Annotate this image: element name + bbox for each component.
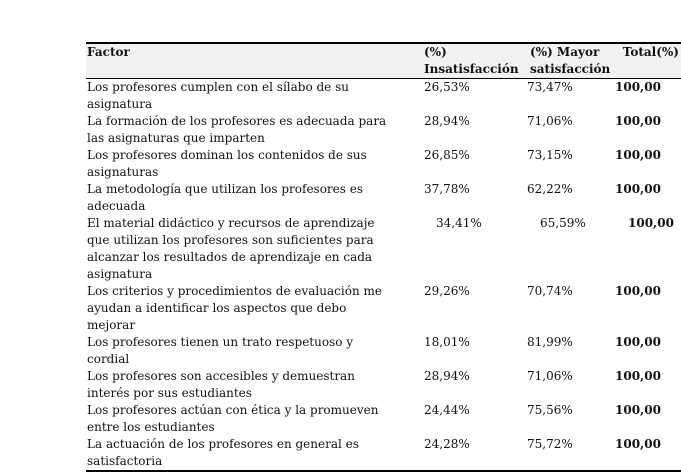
factor-cell: El material didáctico y recursos de apre… <box>87 216 375 281</box>
insatisfaccion-cell: 24,28% <box>424 437 470 451</box>
insatisfaccion-cell: 34,41% <box>436 216 482 230</box>
mayor-satisfaccion-cell: 75,72% <box>527 437 573 451</box>
table-row: Los profesores dominan los contenidos de… <box>86 147 681 181</box>
factors-table: Factor (%) Insatisfacción (%) Mayor sati… <box>86 42 681 472</box>
factor-cell: La actuación de los profesores en genera… <box>87 437 359 468</box>
table-row: El material didáctico y recursos de apre… <box>86 215 681 283</box>
mayor-satisfaccion-cell: 70,74% <box>527 284 573 298</box>
table-row: La metodología que utilizan los profesor… <box>86 181 681 215</box>
col-header-total: Total(%) <box>615 43 681 79</box>
factor-cell: Los profesores cumplen con el sílabo de … <box>87 80 349 111</box>
table-row: Los profesores son accesibles y demuestr… <box>86 368 681 402</box>
mayor-satisfaccion-cell: 73,47% <box>527 80 573 94</box>
mayor-satisfaccion-cell: 65,59% <box>540 216 586 230</box>
table-row: Los profesores cumplen con el sílabo de … <box>86 79 681 114</box>
insatisfaccion-cell: 26,85% <box>424 148 470 162</box>
insatisfaccion-cell: 24,44% <box>424 403 470 417</box>
col-header-insatisfaccion: (%) Insatisfacción <box>423 43 527 79</box>
total-cell: 100,00 <box>615 335 661 349</box>
total-cell: 100,00 <box>615 80 661 94</box>
insatisfaccion-cell: 28,94% <box>424 369 470 383</box>
factor-cell: La metodología que utilizan los profesor… <box>87 182 364 213</box>
total-cell: 100,00 <box>615 182 661 196</box>
total-cell: 100,00 <box>615 403 661 417</box>
total-cell: 100,00 <box>615 114 661 128</box>
header-row: Factor (%) Insatisfacción (%) Mayor sati… <box>86 43 681 79</box>
insatisfaccion-cell: 29,26% <box>424 284 470 298</box>
table-row: La formación de los profesores es adecua… <box>86 113 681 147</box>
mayor-satisfaccion-cell: 71,06% <box>527 369 573 383</box>
total-cell: 100,00 <box>615 437 661 451</box>
insatisfaccion-cell: 28,94% <box>424 114 470 128</box>
col-header-factor: Factor <box>86 43 423 79</box>
total-cell: 100,00 <box>628 216 674 230</box>
insatisfaccion-cell: 18,01% <box>424 335 470 349</box>
factor-cell: Los profesores dominan los contenidos de… <box>87 148 367 179</box>
col-header-mayor-satisfaccion: (%) Mayor satisfacción <box>527 43 615 79</box>
table-row: Los criterios y procedimientos de evalua… <box>86 283 681 334</box>
mayor-satisfaccion-cell: 73,15% <box>527 148 573 162</box>
factor-cell: Los profesores actúan con ética y la pro… <box>87 403 379 434</box>
total-cell: 100,00 <box>615 369 661 383</box>
table-row: La actuación de los profesores en genera… <box>86 436 681 471</box>
table-row: Los profesores actúan con ética y la pro… <box>86 402 681 436</box>
factor-cell: Los profesores son accesibles y demuestr… <box>87 369 355 400</box>
total-cell: 100,00 <box>615 148 661 162</box>
mayor-satisfaccion-cell: 81,99% <box>527 335 573 349</box>
table-row: Los profesores tienen un trato respetuos… <box>86 334 681 368</box>
mayor-satisfaccion-cell: 75,56% <box>527 403 573 417</box>
factor-cell: La formación de los profesores es adecua… <box>87 114 387 145</box>
factor-cell: Los criterios y procedimientos de evalua… <box>87 284 382 332</box>
factor-cell: Los profesores tienen un trato respetuos… <box>87 335 354 366</box>
total-cell: 100,00 <box>615 284 661 298</box>
insatisfaccion-cell: 26,53% <box>424 80 470 94</box>
mayor-satisfaccion-cell: 62,22% <box>527 182 573 196</box>
mayor-satisfaccion-cell: 71,06% <box>527 114 573 128</box>
insatisfaccion-cell: 37,78% <box>424 182 470 196</box>
